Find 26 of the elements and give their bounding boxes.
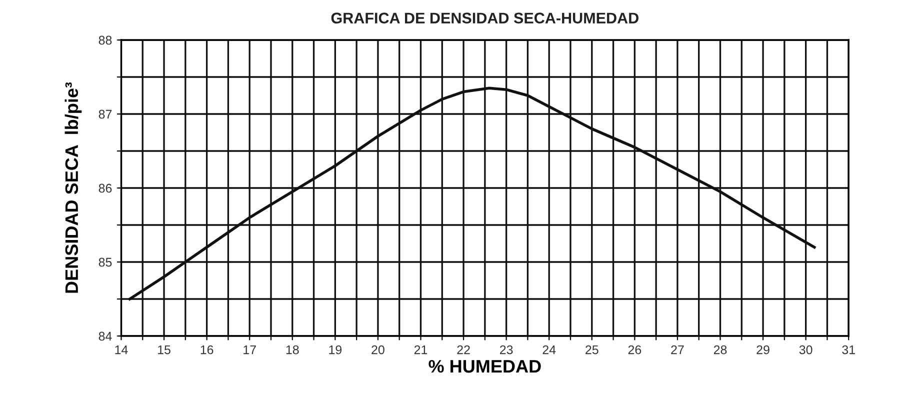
x-axis-title: % HUMEDAD (428, 360, 541, 373)
x-tick-label: 17 (244, 345, 256, 354)
x-tick-label: 23 (500, 345, 513, 354)
x-tick-label: 31 (842, 345, 855, 354)
x-tick-label: 18 (286, 345, 299, 354)
x-tick-label: 16 (200, 345, 214, 354)
x-tick-label: 15 (158, 345, 170, 354)
x-tick-label: 28 (714, 345, 727, 354)
x-tick-label: 26 (628, 345, 642, 354)
x-tick-label: 30 (799, 345, 812, 354)
y-tick-label: 85 (98, 258, 112, 267)
x-tick-label: 21 (414, 345, 428, 354)
y-tick-label: 86 (98, 184, 112, 193)
x-tick-label: 19 (329, 345, 342, 354)
y-tick-label: 87 (98, 110, 112, 119)
y-tick-label: 88 (98, 36, 112, 45)
chart-title: GRAFICA DE DENSIDAD SECA-HUMEDAD (331, 12, 638, 24)
x-tick-label: 14 (115, 345, 128, 354)
x-tick-label: 24 (542, 345, 556, 354)
x-tick-label: 22 (457, 345, 470, 354)
x-tick-label: 20 (372, 345, 384, 354)
y-tick-label: 84 (98, 332, 112, 341)
y-axis-title: DENSIDAD SECA lb/pie³ (64, 82, 82, 293)
x-tick-label: 27 (671, 345, 684, 354)
x-tick-label: 25 (586, 345, 598, 354)
x-tick-label: 29 (756, 345, 770, 354)
